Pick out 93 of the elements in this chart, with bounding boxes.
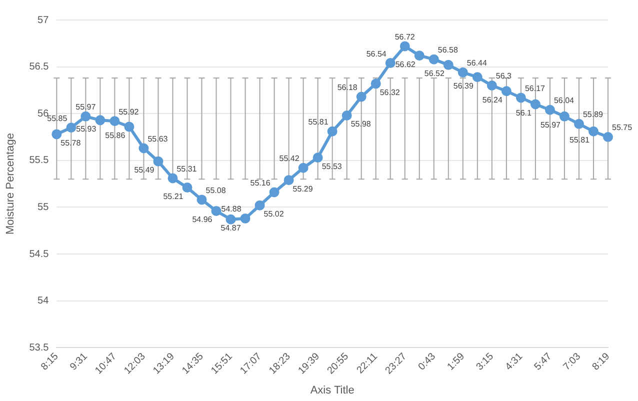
data-label: 55.86 — [105, 130, 126, 140]
point — [182, 182, 192, 193]
data-label: 54.96 — [192, 215, 213, 224]
point — [400, 41, 410, 52]
point — [153, 156, 164, 166]
data-label: 56.62 — [395, 60, 416, 69]
point — [312, 152, 323, 163]
point — [603, 132, 613, 142]
point — [95, 115, 106, 126]
y-tick-label: 57 — [38, 14, 50, 26]
x-tick-label: 7:03 — [562, 350, 584, 373]
data-label: 56.44 — [466, 58, 488, 68]
point — [516, 92, 526, 103]
x-tick-label: 4:31 — [503, 350, 526, 373]
data-label: 54.88 — [221, 204, 242, 214]
data-label: 56.17 — [524, 84, 546, 93]
x-tick-label: 8:19 — [590, 350, 612, 373]
data-label: 55.97 — [76, 102, 96, 112]
y-tick-label: 55 — [38, 202, 50, 213]
point — [370, 78, 381, 89]
point — [443, 60, 454, 70]
point — [110, 116, 120, 126]
data-label: 55.16 — [250, 178, 271, 188]
x-axis-title: Axis Title — [310, 384, 354, 396]
x-tick-label: 1:59 — [445, 350, 468, 373]
y-tick-label: 54.5 — [29, 248, 50, 260]
data-label: 55.21 — [163, 192, 184, 201]
point — [196, 194, 207, 205]
point — [284, 175, 294, 186]
data-label: 55.89 — [582, 110, 604, 120]
data-label: 55.02 — [264, 210, 284, 219]
data-label: 55.92 — [118, 107, 140, 116]
data-label: 54.87 — [220, 224, 242, 233]
point — [458, 67, 468, 78]
data-label: 55.63 — [148, 134, 168, 144]
point — [124, 122, 134, 132]
data-label: 55.31 — [176, 164, 198, 174]
point — [240, 213, 250, 224]
point — [544, 104, 555, 115]
data-label: 56.24 — [482, 95, 503, 104]
x-tick-label: 0:43 — [416, 350, 438, 373]
point — [472, 72, 482, 82]
point — [66, 122, 76, 133]
point — [52, 129, 62, 140]
point — [226, 214, 236, 224]
y-axis-title: Moisture Percentage — [4, 133, 17, 235]
x-tick-label: 9:31 — [68, 350, 90, 373]
point — [269, 187, 280, 198]
point — [342, 110, 352, 120]
data-label: 55.75 — [612, 123, 633, 132]
point — [501, 86, 512, 96]
data-label: 56.1 — [516, 108, 532, 118]
point — [138, 143, 149, 154]
data-label: 55.93 — [76, 124, 97, 134]
point — [254, 200, 265, 210]
data-label: 55.81 — [308, 118, 329, 127]
point — [385, 58, 396, 68]
data-label: 55.78 — [60, 138, 82, 148]
data-label: 55.85 — [47, 114, 68, 123]
point — [428, 54, 439, 64]
point — [574, 118, 584, 129]
data-label: 55.81 — [569, 136, 590, 145]
point — [414, 50, 424, 61]
data-label: 55.49 — [134, 166, 155, 175]
data-label: 55.42 — [279, 154, 300, 164]
data-label: 56.72 — [394, 32, 416, 42]
point — [356, 92, 366, 102]
point — [327, 126, 338, 136]
point — [298, 162, 308, 173]
data-label: 55.97 — [540, 120, 562, 130]
data-label: 56.54 — [366, 49, 387, 58]
data-label: 55.29 — [292, 184, 314, 194]
point — [530, 99, 540, 110]
y-tick-label: 55.5 — [29, 155, 50, 166]
data-label: 55.53 — [322, 162, 342, 171]
point — [559, 111, 570, 122]
y-tick-label: 53.5 — [29, 342, 50, 354]
data-label: 56.04 — [554, 96, 575, 106]
data-label: 56.58 — [438, 46, 458, 55]
data-label: 56.39 — [453, 81, 474, 90]
point — [168, 173, 178, 184]
data-label: 56.3 — [496, 72, 512, 81]
data-label: 56.32 — [380, 88, 400, 97]
data-label: 55.08 — [206, 186, 226, 195]
point — [588, 126, 598, 136]
point — [211, 206, 222, 216]
data-label: 56.18 — [337, 82, 358, 92]
y-tick-label: 54 — [38, 296, 50, 307]
point — [80, 111, 91, 122]
point — [486, 80, 497, 91]
data-label: 56.52 — [424, 69, 445, 78]
data-label: 55.98 — [350, 120, 372, 129]
y-tick-label: 56.5 — [29, 62, 50, 73]
